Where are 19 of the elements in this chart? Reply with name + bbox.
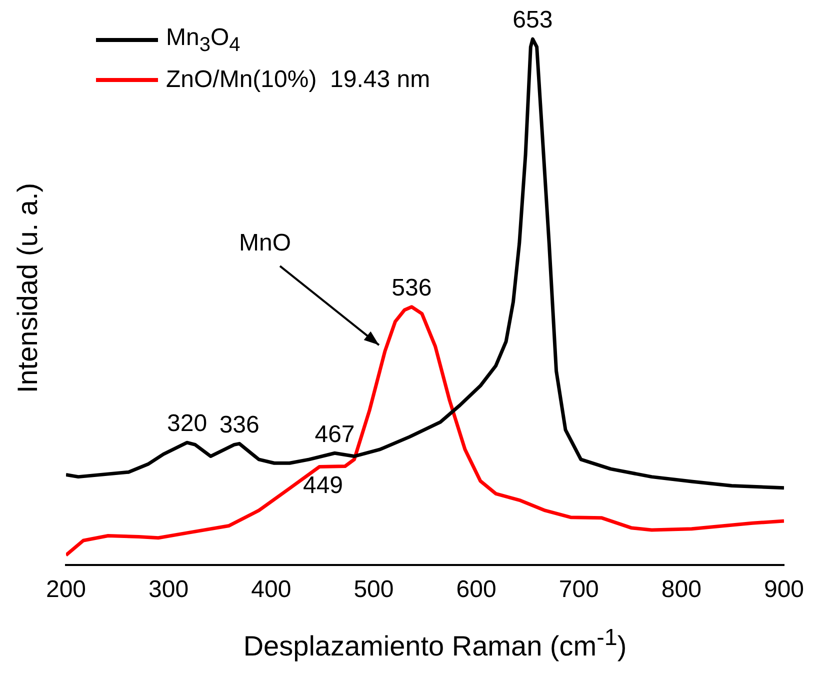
- legend-label: Mn$_{3}$O$_{4}$: [166, 24, 240, 56]
- x-axis-title: Desplazamiento Raman (cm$^{-1}$): [242, 624, 628, 662]
- y-axis-title: Intensidad (u. a.): [12, 182, 44, 394]
- x-tick-label: 400: [251, 576, 292, 604]
- annotation: 336: [219, 411, 260, 438]
- legend-label: ZnO/Mn(10%) 19.43 nm: [166, 66, 430, 94]
- x-tick-label: 300: [148, 576, 189, 604]
- annotation: 536: [392, 274, 432, 302]
- annotation: 449: [302, 472, 344, 499]
- annotation: 653: [512, 6, 553, 34]
- annotation: 467: [314, 420, 355, 448]
- x-tick-label: 700: [558, 576, 599, 604]
- x-tick-label: 600: [456, 576, 496, 604]
- x-tick-label: 200: [46, 576, 86, 604]
- annotation: MnO: [238, 230, 292, 257]
- x-tick-label: 500: [354, 576, 394, 604]
- annotation: 320: [167, 410, 208, 438]
- x-tick-label: 900: [764, 576, 804, 604]
- x-tick-label: 800: [661, 576, 702, 604]
